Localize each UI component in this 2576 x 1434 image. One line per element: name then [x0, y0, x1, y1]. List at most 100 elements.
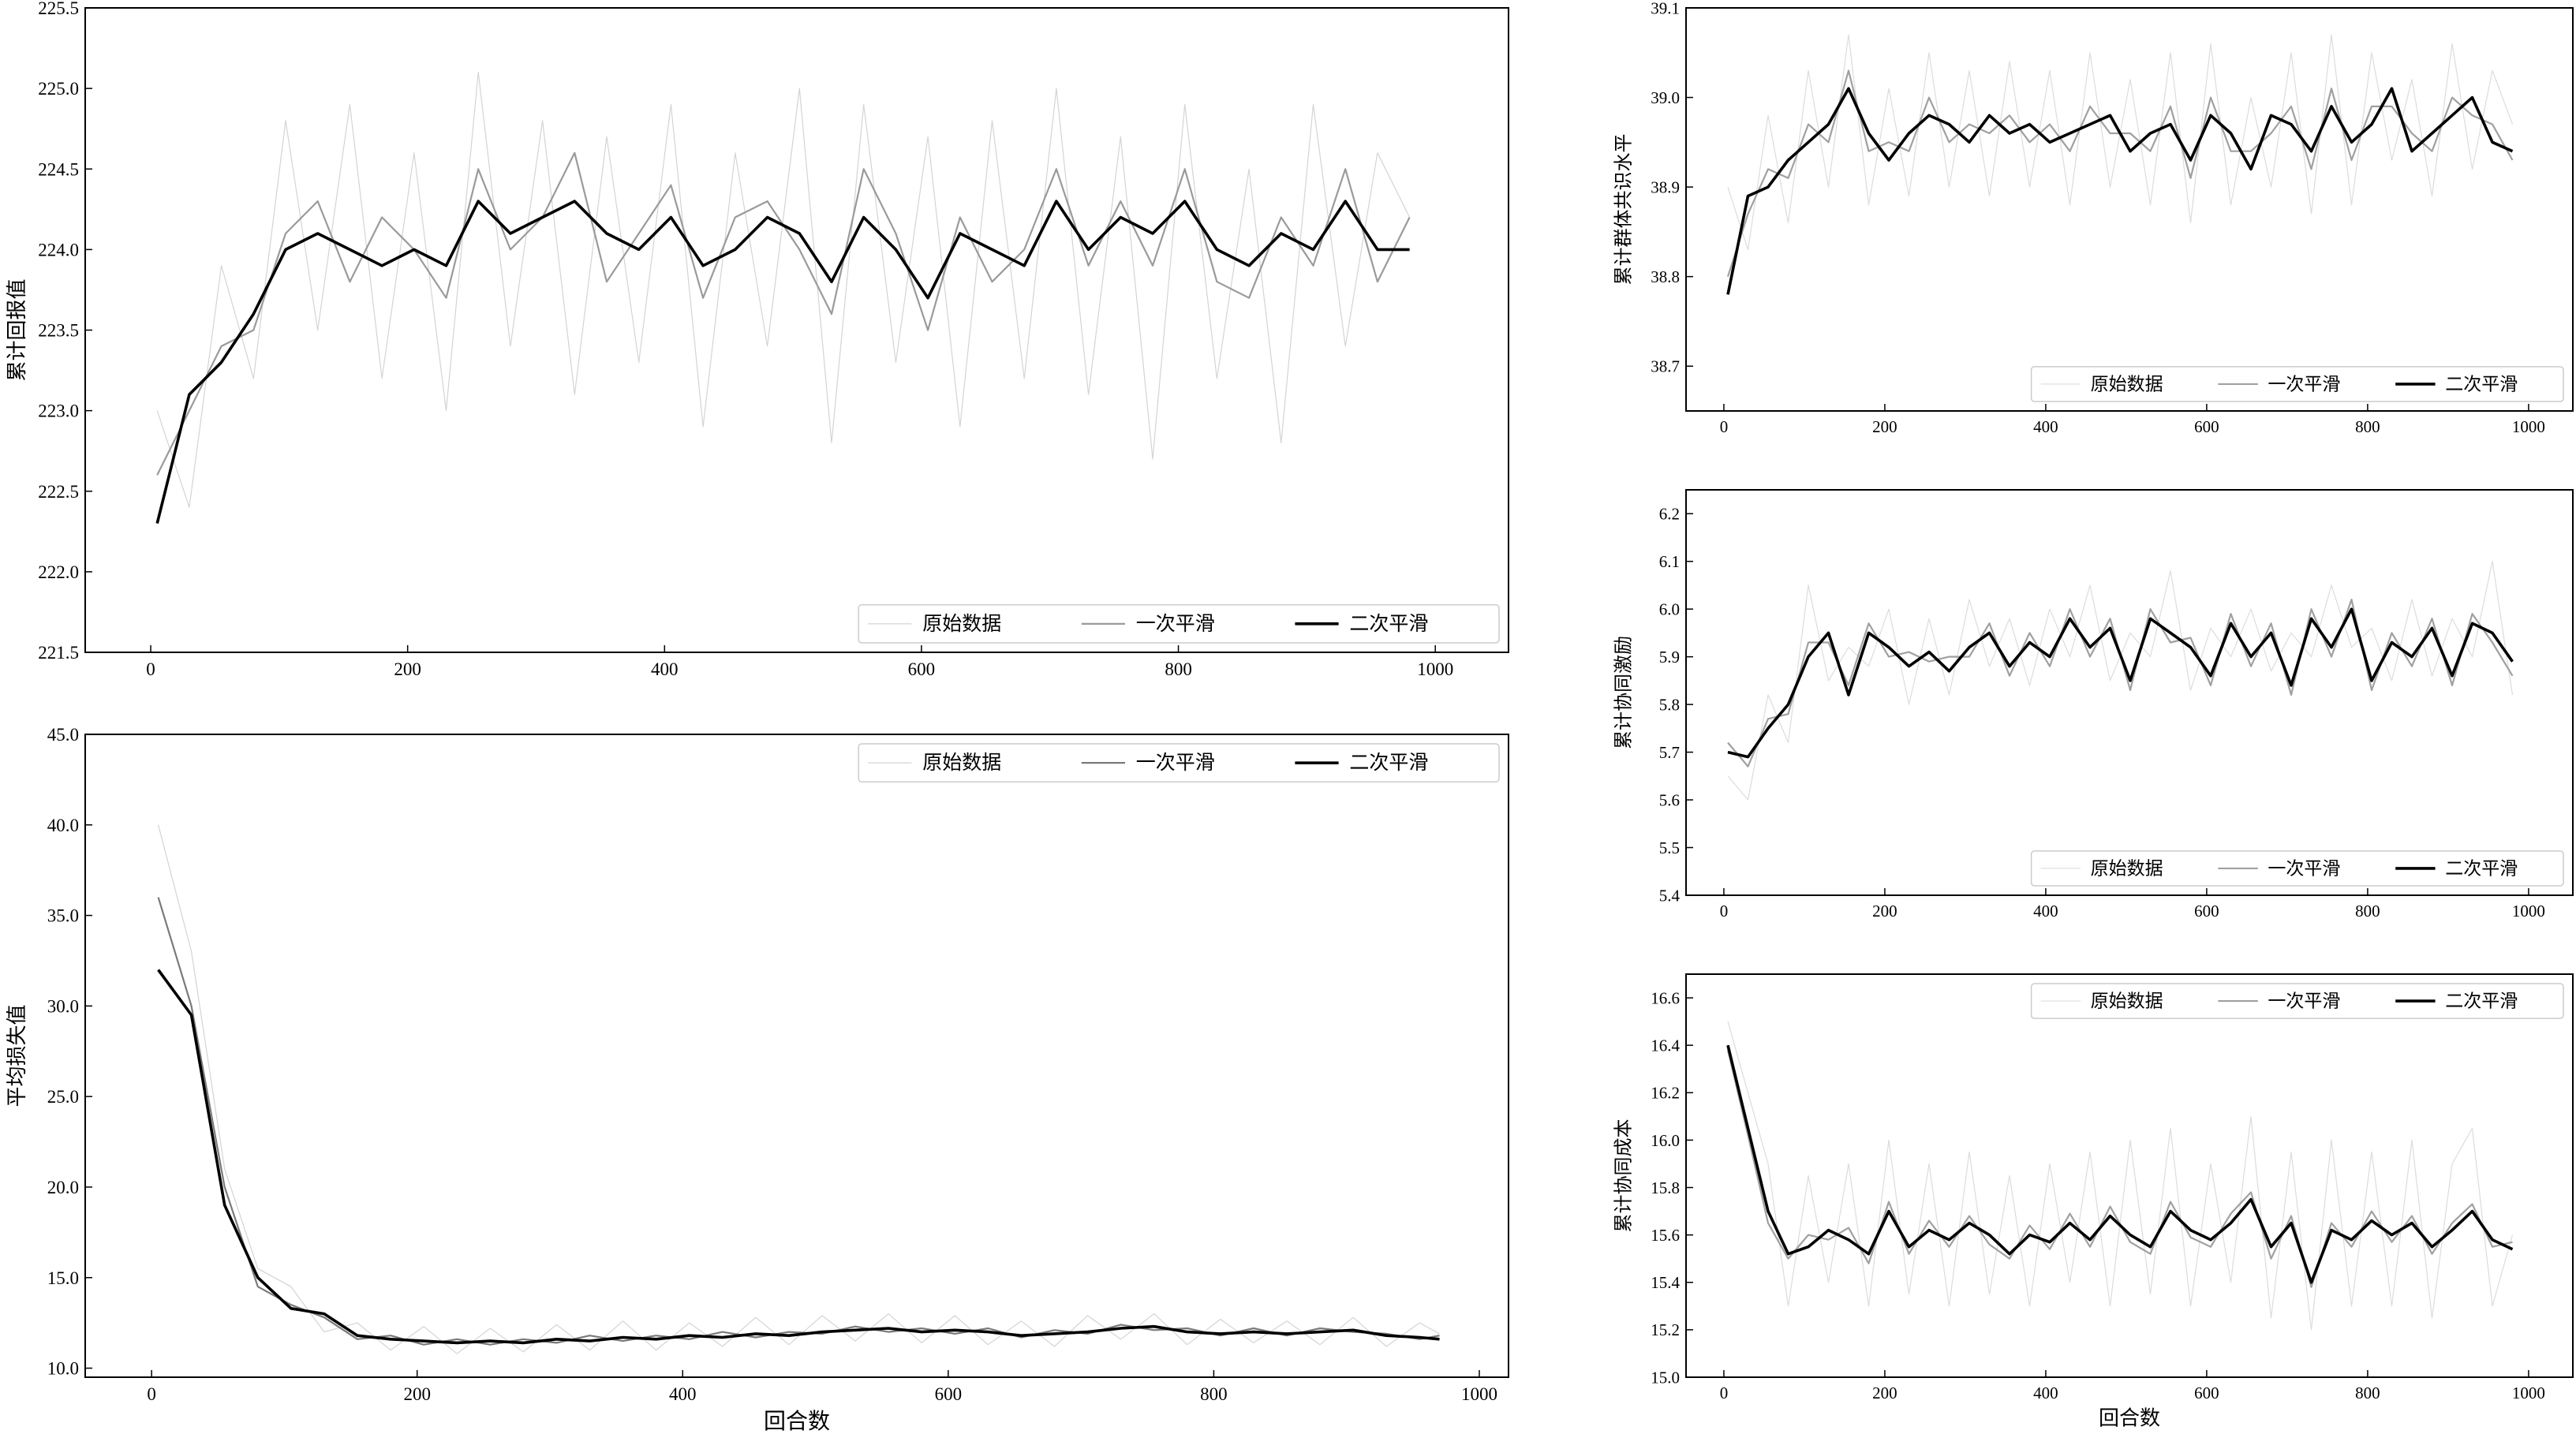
series-line	[157, 897, 1440, 1346]
x-tick-label: 600	[908, 659, 936, 679]
y-tick-label: 15.0	[47, 1268, 79, 1288]
x-tick-label: 200	[1872, 1384, 1897, 1402]
legend-label: 二次平滑	[1349, 752, 1428, 774]
y-tick-label: 6.2	[1659, 505, 1680, 524]
legend-box	[2030, 983, 2564, 1019]
axes-frame	[84, 734, 1509, 1378]
series-line	[1726, 87, 2514, 295]
x-tick-label: 200	[403, 1384, 431, 1404]
y-tick-label: 38.7	[1651, 357, 1680, 376]
y-axis-label: 累计群体共识水平	[1613, 134, 1635, 286]
y-tick-label: 6.0	[1659, 600, 1680, 619]
x-tick-label: 1000	[2512, 1384, 2545, 1402]
legend-label: 二次平滑	[2445, 858, 2518, 878]
legend-label: 原始数据	[2091, 374, 2163, 394]
series-line	[1727, 34, 2514, 251]
y-tick-label: 5.4	[1659, 886, 1681, 905]
y-axis-label: 累计回报值	[6, 278, 28, 381]
x-tick-label: 200	[1872, 902, 1897, 921]
legend-box	[2030, 366, 2564, 402]
x-tick-label: 0	[1720, 902, 1729, 921]
y-tick-label: 223.5	[38, 321, 79, 341]
x-tick-label: 200	[394, 659, 421, 679]
x-axis-label: 回合数	[2099, 1406, 2160, 1429]
y-tick-label: 38.9	[1651, 177, 1680, 196]
subplot: 0 200 400 600 800 1000 5.4 5.5 5.6 5.7 5.8 5.9 6.0 6.…	[1613, 489, 2574, 921]
y-tick-label: 15.8	[1651, 1178, 1680, 1197]
subplot: 0 200 400 600 800 1000 15.0 15.2 15.4 15.6 15.8 16.…	[1613, 973, 2574, 1429]
series-line	[156, 151, 1411, 476]
y-tick-label: 222.0	[38, 562, 79, 582]
legend-label: 一次平滑	[1136, 752, 1215, 774]
plot-area	[1727, 561, 2514, 801]
x-tick-label: 600	[2194, 902, 2219, 921]
x-tick-label: 1000	[1417, 659, 1453, 679]
y-tick-label: 40.0	[47, 816, 79, 835]
legend-box	[858, 603, 1500, 644]
x-tick-label: 800	[2355, 902, 2380, 921]
legend-box	[858, 743, 1500, 783]
legend-label: 原始数据	[2091, 991, 2163, 1010]
subplot: 0 200 400 600 800 1000 10.0 15.0 20.0 25.0 30.0 35.…	[6, 725, 1509, 1434]
plot-area	[1726, 1021, 2514, 1331]
x-tick-label: 600	[2194, 1384, 2219, 1402]
y-tick-label: 221.5	[38, 643, 79, 663]
x-axis-label: 回合数	[764, 1409, 830, 1434]
y-tick-label: 30.0	[47, 996, 79, 1016]
x-tick-label: 1000	[2512, 902, 2545, 921]
y-tick-label: 5.9	[1659, 648, 1680, 667]
x-tick-label: 400	[2033, 1384, 2058, 1402]
legend-label: 二次平滑	[2445, 374, 2518, 394]
y-tick-label: 224.5	[38, 159, 79, 179]
x-tick-label: 0	[146, 659, 155, 679]
x-tick-label: 800	[2355, 417, 2380, 436]
y-tick-label: 20.0	[47, 1178, 79, 1197]
x-tick-label: 600	[935, 1384, 963, 1404]
y-tick-label: 225.5	[38, 0, 79, 18]
axes-frame	[84, 7, 1509, 653]
y-tick-label: 225.0	[38, 79, 79, 99]
y-tick-label: 15.2	[1651, 1320, 1680, 1339]
y-axis-label: 累计协同激励	[1613, 636, 1635, 749]
legend-label: 二次平滑	[2445, 991, 2518, 1010]
series-line	[1726, 1044, 2514, 1284]
y-tick-label: 16.0	[1651, 1131, 1680, 1150]
axes-frame	[1685, 973, 2574, 1378]
subplot: 0 200 400 600 800 1000 38.7 38.8 38.9 39.0 39.1 累计群…	[1613, 0, 2574, 436]
legend-box	[2030, 850, 2564, 887]
y-tick-label: 16.2	[1651, 1084, 1680, 1103]
y-tick-label: 224.0	[38, 240, 79, 260]
y-tick-label: 35.0	[47, 906, 79, 926]
y-tick-label: 6.1	[1659, 552, 1680, 571]
y-tick-label: 16.4	[1651, 1036, 1680, 1055]
y-tick-label: 39.1	[1651, 0, 1680, 17]
axes-frame	[1685, 489, 2574, 896]
x-tick-label: 600	[2194, 417, 2219, 436]
x-tick-label: 1000	[1461, 1384, 1497, 1404]
plot-area	[157, 824, 1440, 1354]
legend-label: 一次平滑	[1136, 613, 1215, 635]
legend-label: 原始数据	[922, 752, 1001, 774]
y-axis-label: 平均损失值	[6, 1004, 28, 1107]
x-tick-label: 200	[1872, 417, 1897, 436]
subplot: 0 200 400 600 800 1000 221.5 222.0 222.5 223.0 223…	[6, 0, 1509, 679]
series-line	[1726, 1049, 2513, 1288]
series-line	[157, 969, 1440, 1345]
legend-label: 原始数据	[2091, 858, 2163, 878]
x-tick-label: 800	[1200, 1384, 1228, 1404]
axes-frame	[1685, 7, 2574, 412]
plot-area	[1726, 34, 2514, 295]
x-tick-label: 800	[2355, 1384, 2380, 1402]
y-tick-label: 15.4	[1651, 1273, 1680, 1292]
y-tick-label: 10.0	[47, 1359, 79, 1379]
series-line	[155, 200, 1410, 525]
y-tick-label: 5.5	[1659, 838, 1680, 857]
y-tick-label: 16.6	[1651, 988, 1680, 1007]
series-line	[158, 824, 1440, 1354]
x-tick-label: 0	[1720, 417, 1729, 436]
y-axis-label: 累计协同成本	[1613, 1119, 1635, 1233]
x-tick-label: 1000	[2512, 417, 2545, 436]
legend-label: 一次平滑	[2268, 991, 2340, 1010]
legend-label: 二次平滑	[1349, 613, 1428, 635]
